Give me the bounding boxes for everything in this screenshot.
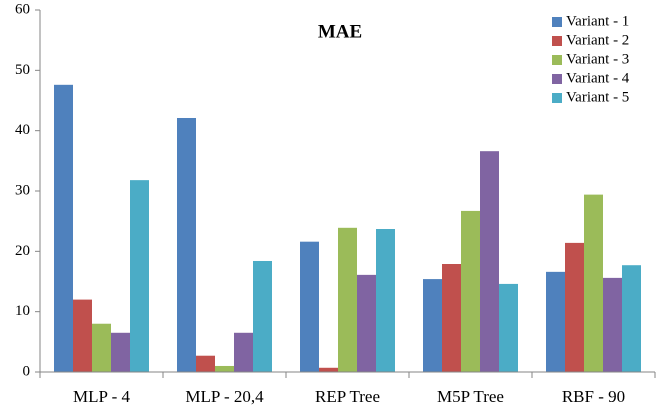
x-tick-label: RBF - 90	[562, 387, 625, 406]
legend-swatch	[552, 93, 562, 103]
legend-label: Variant - 4	[566, 70, 630, 86]
bar	[461, 210, 480, 372]
bar	[584, 194, 603, 372]
legend-swatch	[552, 17, 562, 27]
bar	[54, 84, 73, 373]
chart-title: MAE	[318, 21, 362, 42]
legend-label: Variant - 2	[566, 32, 629, 48]
legend-swatch	[552, 74, 562, 84]
bar	[73, 299, 92, 372]
bar	[622, 265, 641, 372]
legend-label: Variant - 1	[566, 13, 629, 29]
bar	[603, 277, 622, 372]
x-tick-label: M5P Tree	[437, 387, 504, 406]
bar	[111, 332, 130, 372]
legend-swatch	[552, 36, 562, 46]
y-tick-label: 50	[15, 62, 30, 78]
bar	[565, 242, 584, 372]
x-tick-label: MLP - 4	[73, 387, 130, 406]
bar	[499, 283, 518, 372]
bar	[253, 260, 272, 372]
legend-label: Variant - 3	[566, 51, 629, 67]
bar	[319, 367, 338, 372]
bar	[92, 323, 111, 372]
legend-label: Variant - 5	[566, 89, 629, 105]
y-tick-label: 60	[15, 1, 30, 17]
legend-swatch	[552, 55, 562, 65]
bar	[376, 229, 395, 372]
y-tick-label: 30	[15, 182, 30, 198]
bar	[423, 279, 442, 372]
bar	[234, 332, 253, 372]
bar	[300, 241, 319, 372]
bar	[196, 355, 215, 372]
bar	[546, 271, 565, 372]
bar	[130, 180, 149, 372]
bar	[338, 227, 357, 372]
bar	[442, 264, 461, 372]
x-tick-label: REP Tree	[315, 387, 380, 406]
bar	[177, 117, 196, 372]
bar	[215, 365, 234, 372]
bar	[480, 151, 499, 372]
bar	[357, 274, 376, 372]
y-tick-label: 40	[15, 122, 30, 138]
x-tick-label: MLP - 20,4	[185, 387, 264, 406]
y-tick-label: 20	[15, 243, 30, 259]
y-tick-label: 0	[23, 363, 31, 379]
y-tick-label: 10	[15, 303, 30, 319]
